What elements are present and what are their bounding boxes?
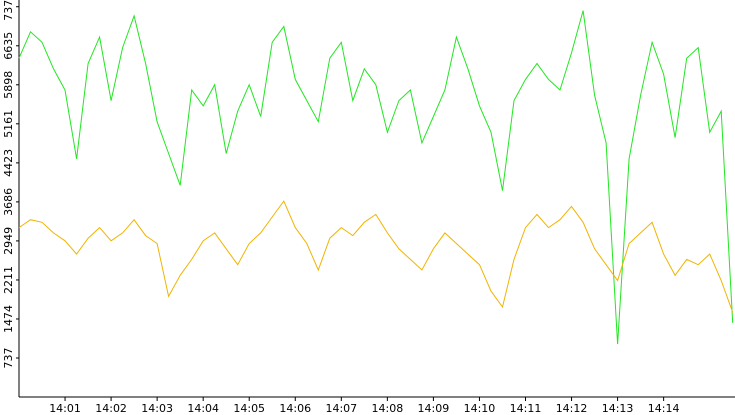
x-tick-label: 14:07 <box>325 402 357 415</box>
x-tick-label: 14:12 <box>556 402 588 415</box>
x-tick-label: 14:04 <box>187 402 219 415</box>
x-tick-label: 14:08 <box>372 402 404 415</box>
series-line <box>18 200 734 313</box>
y-tick-label: 5161 <box>2 110 15 138</box>
y-tick-label: 3686 <box>2 188 15 216</box>
x-tick-label: 14:01 <box>49 402 81 415</box>
x-tick-label: 14:02 <box>95 402 127 415</box>
y-tick-label: 2949 <box>2 227 15 255</box>
y-tick-label: 7373 <box>2 0 15 21</box>
series-line <box>18 10 734 345</box>
x-tick-label: 14:13 <box>602 402 634 415</box>
x-tick-label: 14:09 <box>418 402 450 415</box>
x-tick-label: 14:10 <box>464 402 496 415</box>
y-tick-label: 1474 <box>2 305 15 333</box>
x-tick-label: 14:05 <box>233 402 265 415</box>
x-tick-label: 14:06 <box>279 402 311 415</box>
y-tick-label: 6635 <box>2 32 15 60</box>
x-tick-label: 14:14 <box>648 402 680 415</box>
y-tick-label: 5898 <box>2 71 15 99</box>
y-tick-label: 2211 <box>2 266 15 294</box>
x-tick-label: 14:11 <box>510 402 542 415</box>
y-tick-label: 4423 <box>2 149 15 177</box>
x-tick-label: 14:03 <box>141 402 173 415</box>
y-tick-label: 737 <box>2 347 15 368</box>
